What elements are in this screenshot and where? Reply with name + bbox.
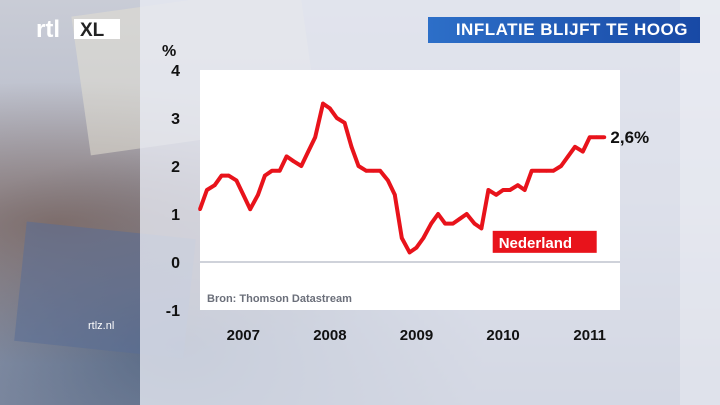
- x-tick-label: 2011: [573, 327, 606, 344]
- x-tick-label: 2009: [400, 327, 433, 344]
- data-point: [399, 236, 404, 240]
- data-point: [328, 106, 332, 111]
- data-point: [291, 159, 296, 163]
- data-point: [516, 183, 520, 187]
- x-tick-label: 2010: [486, 327, 519, 344]
- data-point: [501, 188, 505, 192]
- data-point: [284, 154, 289, 159]
- data-point: [451, 221, 455, 226]
- title-bar: INFLATIE BLIJFT TE HOOG: [428, 17, 700, 43]
- data-point: [378, 169, 382, 173]
- data-point: [407, 250, 412, 255]
- data-point: [494, 193, 498, 197]
- data-point: [364, 169, 369, 173]
- y-tick-label: 3: [171, 111, 180, 128]
- source-label: Bron: Thomson Datastream: [207, 293, 352, 305]
- data-point: [443, 221, 447, 226]
- series-label-badge: Nederland: [492, 230, 597, 253]
- data-point: [386, 178, 390, 183]
- data-point: [335, 116, 339, 120]
- data-point: [393, 193, 397, 197]
- data-point: [464, 212, 469, 216]
- data-point: [306, 149, 311, 154]
- data-point: [270, 169, 274, 173]
- data-point: [580, 149, 585, 154]
- data-point: [529, 169, 534, 173]
- plot-area: [200, 70, 620, 310]
- data-point: [544, 169, 549, 173]
- data-point: [299, 164, 304, 168]
- data-point: [198, 207, 202, 211]
- y-tick-label: 4: [171, 63, 180, 80]
- end-value-label: 2,6%: [610, 128, 649, 147]
- data-point: [277, 169, 282, 173]
- data-point: [566, 154, 570, 159]
- data-point: [226, 173, 231, 178]
- data-point: [342, 121, 347, 125]
- data-point: [248, 207, 253, 211]
- data-point: [234, 178, 239, 183]
- y-tick-label: -1: [166, 303, 180, 320]
- data-point: [522, 188, 527, 192]
- data-point: [421, 236, 426, 240]
- data-point: [241, 193, 246, 197]
- data-point: [205, 188, 209, 192]
- data-point: [594, 135, 599, 139]
- data-point: [321, 101, 325, 106]
- data-point: [212, 183, 217, 187]
- site-watermark: rtlz.nl: [88, 320, 115, 332]
- data-point: [219, 173, 224, 178]
- series-label-nederland: Nederland: [499, 235, 572, 252]
- data-point: [472, 221, 477, 226]
- data-point: [414, 245, 419, 250]
- data-point: [602, 135, 607, 139]
- data-point: [537, 169, 542, 173]
- svg-text:XL: XL: [80, 20, 105, 41]
- y-axis-label: %: [162, 43, 176, 60]
- data-point: [573, 145, 577, 149]
- data-point: [551, 169, 556, 173]
- x-tick-label: 2008: [313, 327, 346, 344]
- svg-text:rtl: rtl: [36, 16, 60, 43]
- data-point: [587, 135, 592, 139]
- y-tick-label: 1: [171, 207, 180, 224]
- data-point: [508, 188, 512, 192]
- data-point: [559, 164, 563, 168]
- data-point: [313, 135, 317, 139]
- rtlxl-logo-icon: rtl XL: [36, 16, 120, 43]
- data-point: [371, 169, 375, 173]
- data-point: [349, 145, 354, 149]
- data-point: [479, 226, 484, 231]
- data-point: [486, 188, 491, 192]
- data-point: [457, 217, 462, 221]
- data-point: [436, 212, 440, 216]
- data-point: [256, 193, 260, 197]
- data-point: [263, 173, 267, 178]
- y-tick-label: 2: [171, 159, 180, 176]
- x-tick-label: 2007: [227, 327, 260, 344]
- data-point: [356, 164, 361, 168]
- data-point: [429, 221, 434, 226]
- chart-title: INFLATIE BLIJFT TE HOOG: [455, 20, 688, 39]
- y-tick-label: 0: [171, 255, 180, 272]
